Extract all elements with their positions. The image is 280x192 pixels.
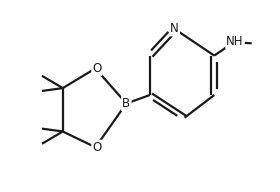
Text: O: O [92,141,101,154]
Text: O: O [92,62,101,75]
Text: B: B [122,97,130,110]
Text: N: N [170,22,179,36]
Text: NH: NH [226,36,244,48]
